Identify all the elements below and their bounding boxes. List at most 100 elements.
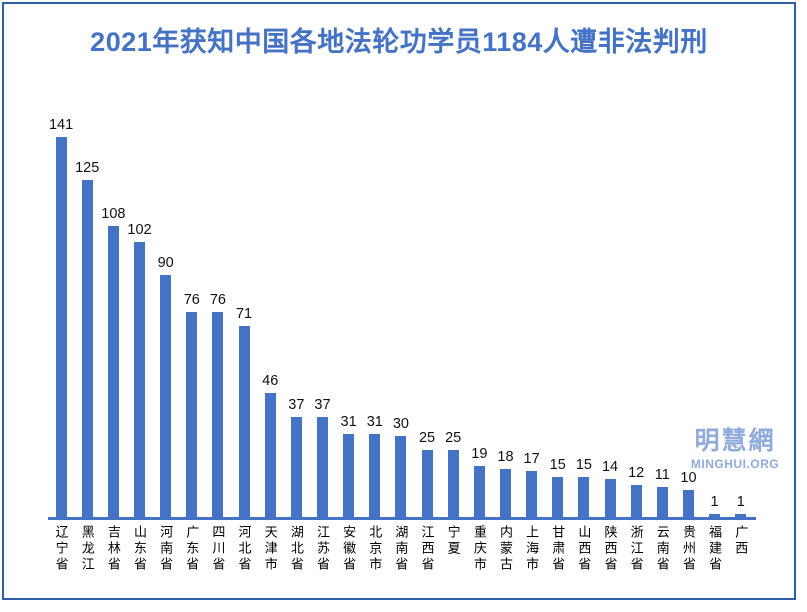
bar-value-label: 12: [628, 464, 645, 481]
x-label-cell: 浙江省: [623, 525, 649, 573]
x-axis-labels: 辽宁省 黑龙江 吉林省 山东省 河南省 广东省 四川省 河北省 天津市 湖北省 …: [48, 525, 754, 573]
bar-column: 37: [283, 104, 309, 517]
bar-column: 108: [100, 104, 126, 517]
x-label-cell: 吉林省: [100, 525, 126, 573]
x-label: 江西省: [419, 525, 435, 573]
bar: [552, 476, 564, 517]
bar-value-label: 10: [680, 470, 697, 487]
x-label-cell: 甘肃省: [545, 525, 571, 573]
bar-column: 76: [179, 104, 205, 517]
x-label-cell: 上海市: [519, 525, 545, 573]
bar-value-label: 30: [392, 416, 409, 433]
bar-value-label: 19: [471, 445, 488, 462]
bar: [604, 479, 616, 517]
bar-column: 141: [48, 104, 74, 517]
x-label-cell: 陕西省: [597, 525, 623, 573]
bar-value-label: 31: [366, 413, 383, 430]
x-label: 河北省: [236, 525, 252, 573]
bar: [578, 476, 590, 517]
bar-value-label: 102: [127, 222, 152, 239]
x-label: 黑龙江: [79, 525, 95, 573]
bar-column: 1: [728, 104, 754, 517]
watermark: 明慧網 MINGHUI.ORG: [680, 428, 790, 471]
x-label-cell: 山东省: [126, 525, 152, 573]
bar-column: 25: [414, 104, 440, 517]
bar-value-label: 14: [601, 459, 619, 476]
bar-value-label: 25: [445, 429, 462, 446]
x-label-cell: 湖南省: [388, 525, 414, 573]
bar: [238, 325, 250, 517]
bar-column: 18: [492, 104, 518, 517]
x-label-cell: 山西省: [571, 525, 597, 573]
bar: [55, 137, 67, 517]
bar-value-label: 1: [736, 494, 745, 511]
bar-column: 15: [571, 104, 597, 517]
x-label-cell: 福建省: [702, 525, 728, 573]
x-label: 福建省: [707, 525, 723, 573]
bar: [421, 449, 433, 517]
x-label: 安徽省: [341, 525, 357, 573]
bar: [499, 468, 511, 517]
x-label-cell: 云南省: [649, 525, 675, 573]
bar-column: 90: [153, 104, 179, 517]
x-label-cell: 河南省: [153, 525, 179, 573]
bar-column: 12: [623, 104, 649, 517]
x-label-cell: 湖北省: [283, 525, 309, 573]
x-label-cell: 重庆市: [466, 525, 492, 573]
chart-title: 2021年获知中国各地法轮功学员1184人遭非法判刑: [90, 27, 708, 57]
minghui-logo: 明慧網: [694, 428, 776, 455]
x-label-cell: 北京市: [362, 525, 388, 573]
x-label: 甘肃省: [550, 525, 566, 573]
x-label: 上海市: [524, 525, 540, 573]
bar: [133, 242, 145, 517]
x-label: 贵州省: [680, 525, 696, 573]
bar-value-label: 17: [523, 451, 540, 468]
bar: [212, 312, 224, 517]
bar: [290, 417, 302, 517]
bar-value-label: 37: [314, 397, 331, 414]
x-label: 山西省: [576, 525, 592, 573]
x-label-cell: 贵州省: [675, 525, 701, 573]
x-label: 湖南省: [393, 525, 409, 573]
bar: [447, 449, 459, 517]
minghui-url: MINGHUI.ORG: [690, 456, 780, 471]
bar: [656, 487, 668, 517]
bar-value-label: 46: [262, 373, 279, 389]
bars-area: 141 125 108 102 90 76 76 71 46 37 37: [48, 104, 754, 517]
bar: [264, 393, 276, 517]
x-label-cell: 安徽省: [336, 525, 362, 573]
bar-column: 31: [362, 104, 388, 517]
bar-value-label: 31: [340, 413, 357, 430]
x-label: 江苏省: [314, 525, 330, 573]
x-label-cell: 江苏省: [309, 525, 335, 573]
bar-column: 15: [545, 104, 571, 517]
bar-value-label: 11: [654, 467, 670, 484]
bar-column: 76: [205, 104, 231, 517]
x-label: 广东省: [184, 525, 200, 573]
bar: [473, 465, 485, 517]
bar-column: 10: [675, 104, 701, 517]
x-label: 内蒙古: [497, 525, 513, 573]
bar-value-label: 18: [497, 448, 514, 465]
x-label: 广西: [733, 525, 749, 557]
bar: [186, 312, 198, 517]
bar-column: 30: [388, 104, 414, 517]
bar-column: 19: [466, 104, 492, 517]
x-label-cell: 广西: [728, 525, 754, 573]
x-label: 湖北省: [288, 525, 304, 573]
bar-column: 46: [257, 104, 283, 517]
x-label: 辽宁省: [53, 525, 69, 573]
bar: [81, 180, 93, 517]
bar-value-label: 125: [75, 160, 100, 177]
bar-column: 14: [597, 104, 623, 517]
bar-value-label: 90: [157, 254, 174, 271]
bar-value-label: 71: [235, 305, 253, 322]
bar-column: 17: [519, 104, 545, 517]
x-label: 浙江省: [628, 525, 644, 573]
bar-column: 37: [309, 104, 335, 517]
x-label: 北京市: [367, 525, 383, 573]
bar: [630, 484, 642, 517]
bar-value-label: 1: [710, 494, 719, 511]
x-label: 宁夏: [445, 525, 461, 557]
